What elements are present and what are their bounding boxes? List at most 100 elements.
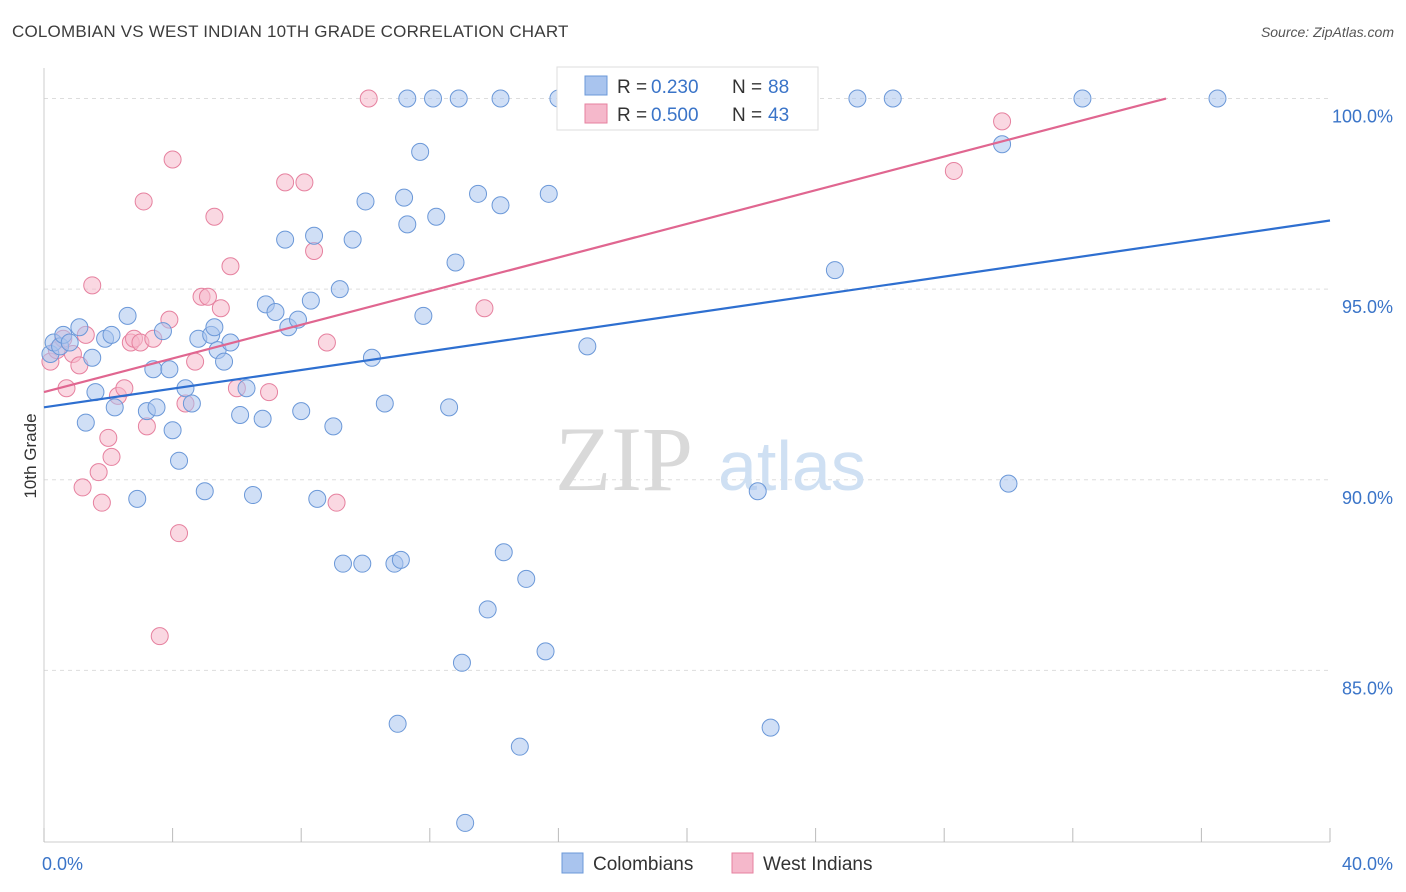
west-indian-point	[198, 287, 217, 306]
west-indians-trend-line	[43, 97, 1167, 394]
y-tick-labels: 85.0% 90.0% 95.0% 100.0%	[1332, 107, 1393, 699]
colombian-point	[76, 413, 95, 432]
west-indian-point	[276, 173, 295, 192]
colombian-point	[170, 451, 189, 470]
west-indian-point	[221, 257, 240, 276]
colombians-r-value: 0.230	[651, 77, 699, 98]
colombian-point	[253, 409, 272, 428]
colombian-point	[160, 360, 179, 379]
colombian-point	[215, 352, 234, 371]
west-indians-n-value: 43	[768, 105, 789, 126]
colombian-point	[491, 196, 510, 215]
colombian-point	[266, 303, 285, 322]
x-tick-labels: 0.0% 40.0%	[42, 854, 1393, 874]
y-tick-label: 90.0%	[1342, 488, 1393, 508]
axes	[43, 68, 1331, 843]
colombians-r-label: R =	[617, 77, 647, 98]
colombian-point	[491, 89, 510, 108]
colombian-point	[305, 226, 324, 245]
stats-box: R = 0.230 N = 88 R = 0.500 N = 43	[556, 66, 819, 131]
colombian-point	[883, 89, 902, 108]
legend-west-indians-label: West Indians	[763, 854, 872, 875]
west-indian-point	[260, 383, 279, 402]
west-indian-point	[89, 463, 108, 482]
colombian-point	[1208, 89, 1227, 108]
colombian-point	[343, 230, 362, 249]
west-indian-point	[163, 150, 182, 169]
colombian-point	[1073, 89, 1092, 108]
colombian-point	[469, 184, 488, 203]
west-indian-point	[134, 192, 153, 211]
colombian-point	[237, 379, 256, 398]
legend-west-indians-swatch	[731, 852, 754, 874]
west-indian-point	[137, 417, 156, 436]
colombian-point	[60, 333, 79, 352]
colombian-point	[205, 318, 224, 337]
watermark-atlas: atlas	[718, 427, 866, 505]
colombians-n-value: 88	[768, 77, 789, 98]
watermark-zip: ZIP	[555, 408, 693, 510]
west-indians-r-value: 0.500	[651, 105, 699, 126]
trend-lines	[43, 97, 1331, 409]
west-indians-points	[41, 89, 1012, 646]
colombian-point	[398, 89, 417, 108]
colombian-point	[276, 230, 295, 249]
colombian-point	[231, 405, 250, 424]
colombian-point	[83, 348, 102, 367]
colombian-point	[424, 89, 443, 108]
colombian-point	[414, 306, 433, 325]
colombian-point	[761, 718, 780, 737]
colombian-point	[118, 306, 137, 325]
colombian-point	[182, 394, 201, 413]
colombians-points	[41, 89, 1227, 832]
west-indian-point	[305, 242, 324, 261]
west-indian-point	[102, 447, 121, 466]
colombian-point	[102, 325, 121, 344]
colombian-point	[292, 402, 311, 421]
colombian-point	[825, 261, 844, 280]
colombians-n-label: N =	[732, 77, 762, 98]
colombian-point	[517, 569, 536, 588]
colombian-point	[391, 550, 410, 569]
colombian-point	[427, 207, 446, 226]
colombian-point	[388, 714, 407, 733]
colombian-point	[446, 253, 465, 272]
west-indian-point	[359, 89, 378, 108]
colombian-point	[333, 554, 352, 573]
colombian-point	[301, 291, 320, 310]
west-indians-n-label: N =	[732, 105, 762, 126]
colombian-point	[993, 135, 1012, 154]
colombian-point	[494, 543, 513, 562]
colombian-point	[324, 417, 343, 436]
west-indian-point	[475, 299, 494, 318]
west-indian-point	[993, 112, 1012, 131]
west-indian-point	[327, 493, 346, 512]
colombian-point	[999, 474, 1018, 493]
west-indian-point	[205, 207, 224, 226]
colombian-point	[195, 482, 214, 501]
source-credit: Source: ZipAtlas.com	[1260, 24, 1394, 40]
west-indian-point	[186, 352, 205, 371]
colombian-point	[356, 192, 375, 211]
colombian-point	[70, 318, 89, 337]
colombian-point	[163, 421, 182, 440]
west-indian-point	[99, 428, 118, 447]
west-indian-point	[295, 173, 314, 192]
colombian-point	[539, 184, 558, 203]
colombian-point	[536, 642, 555, 661]
colombian-point	[353, 554, 372, 573]
colombian-point	[153, 322, 172, 341]
colombian-point	[452, 653, 471, 672]
colombian-point	[440, 398, 459, 417]
colombian-point	[848, 89, 867, 108]
colombian-point	[578, 337, 597, 356]
colombian-point	[308, 489, 327, 508]
west-indian-point	[92, 493, 111, 512]
colombian-point	[128, 489, 147, 508]
colombian-point	[375, 394, 394, 413]
colombian-point	[105, 398, 124, 417]
colombians-swatch	[584, 75, 608, 96]
chart-title: COLOMBIAN VS WEST INDIAN 10TH GRADE CORR…	[12, 22, 569, 41]
y-tick-label: 100.0%	[1332, 107, 1393, 127]
